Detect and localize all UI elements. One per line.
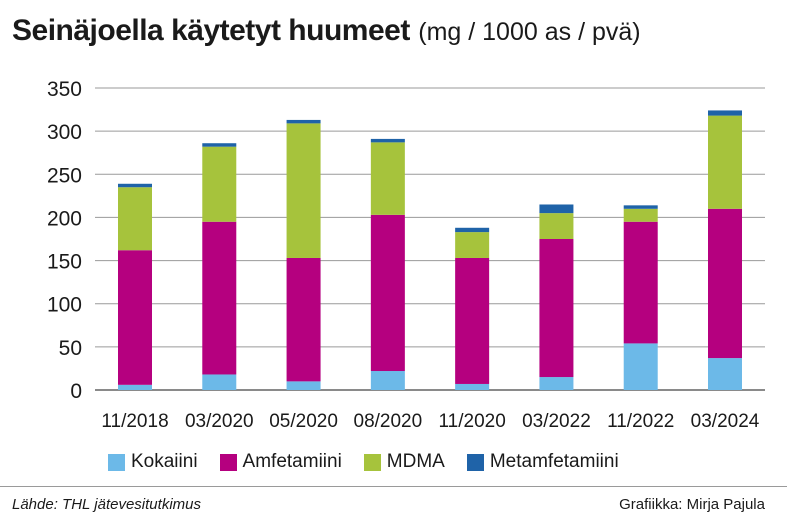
bar-kokaiini-08-2020 [370, 371, 405, 390]
bar-kokaiini-05-2020 [286, 381, 321, 390]
bar-kokaiini-03-2020 [202, 374, 237, 390]
bar-metamfetamiini-03-2020 [202, 143, 237, 147]
bar-kokaiini-11-2018 [118, 384, 152, 390]
source-note: Lähde: THL jätevesitutkimus [12, 496, 201, 513]
legend: Kokaiini Amfetamiini MDMA Metamfetamiini [108, 451, 641, 473]
bar-amfetamiini-11-2018 [118, 250, 152, 385]
bars [118, 110, 742, 390]
legend-item-metamfetamiini: Metamfetamiini [466, 451, 619, 473]
legend-label: Metamfetamiini [489, 451, 619, 472]
bar-mdma-03-2024 [708, 115, 742, 209]
bar-amfetamiini-11-2022 [623, 221, 658, 344]
bar-amfetamiini-05-2020 [286, 257, 321, 382]
bar-metamfetamiini-11-2022 [623, 205, 658, 209]
bar-mdma-11-2020 [455, 232, 490, 258]
x-tick-label: 03/2024 [691, 411, 760, 432]
bar-metamfetamiini-08-2020 [370, 138, 405, 143]
bar-mdma-08-2020 [370, 142, 405, 215]
legend-item-mdma: MDMA [363, 451, 445, 473]
footer-divider [0, 486, 787, 487]
legend-label: MDMA [386, 451, 445, 472]
bar-mdma-11-2018 [118, 187, 152, 251]
bar-mdma-03-2020 [202, 146, 237, 222]
x-axis-ticks: 11/2018 03/2020 05/2020 08/2020 11/2020 03/20… [101, 411, 759, 432]
bar-mdma-05-2020 [286, 123, 321, 258]
y-tick-label: 100 [47, 294, 82, 317]
y-tick-label: 300 [47, 121, 82, 144]
bar-kokaiini-03-2022 [539, 377, 574, 390]
y-axis-ticks: 0 50 100 150 200 250 300 350 [47, 78, 82, 403]
legend-swatch [466, 453, 484, 471]
bar-mdma-11-2022 [623, 208, 658, 222]
legend-item-kokaiini: Kokaiini [108, 451, 198, 473]
chart-title-main: Seinäjoella käytetyt huumeet [12, 14, 410, 47]
x-tick-label: 08/2020 [354, 411, 423, 432]
legend-item-amfetamiini: Amfetamiini [219, 451, 342, 473]
graphics-credit: Grafiikka: Mirja Pajula [619, 496, 765, 513]
bar-metamfetamiini-03-2022 [539, 204, 574, 214]
y-tick-label: 250 [47, 164, 82, 187]
x-tick-label: 11/2022 [607, 411, 674, 432]
x-tick-label: 11/2020 [439, 411, 506, 432]
bar-mdma-03-2022 [539, 213, 574, 239]
chart-title-unit: (mg / 1000 as / pvä) [418, 18, 641, 46]
bar-kokaiini-11-2022 [623, 343, 658, 390]
bar-metamfetamiini-03-2024 [708, 110, 742, 116]
chart-title: Seinäjoella käytetyt huumeet (mg / 1000 … [12, 14, 641, 48]
y-tick-label: 150 [47, 251, 82, 274]
x-tick-label: 03/2020 [185, 411, 254, 432]
bar-amfetamiini-03-2022 [539, 239, 574, 378]
bar-metamfetamiini-11-2018 [118, 183, 152, 188]
bar-kokaiini-11-2020 [455, 383, 490, 390]
bar-amfetamiini-11-2020 [455, 257, 490, 384]
bar-metamfetamiini-11-2020 [455, 227, 490, 233]
y-tick-label: 0 [70, 380, 82, 403]
y-tick-label: 200 [47, 207, 82, 230]
bar-amfetamiini-03-2024 [708, 208, 742, 359]
bar-amfetamiini-08-2020 [370, 214, 405, 372]
x-tick-label: 05/2020 [269, 411, 338, 432]
x-tick-label: 11/2018 [101, 411, 168, 432]
bar-amfetamiini-03-2020 [202, 221, 237, 375]
legend-swatch [108, 453, 125, 471]
y-tick-label: 350 [47, 78, 82, 101]
legend-label: Amfetamiini [242, 451, 342, 472]
legend-swatch [363, 453, 381, 471]
gridlines [95, 87, 765, 391]
bar-metamfetamiini-05-2020 [286, 119, 321, 124]
bar-kokaiini-03-2024 [708, 358, 742, 390]
y-tick-label: 50 [59, 337, 82, 360]
legend-swatch [219, 453, 237, 471]
legend-label: Kokaiini [131, 451, 198, 472]
x-tick-label: 03/2022 [522, 411, 591, 432]
